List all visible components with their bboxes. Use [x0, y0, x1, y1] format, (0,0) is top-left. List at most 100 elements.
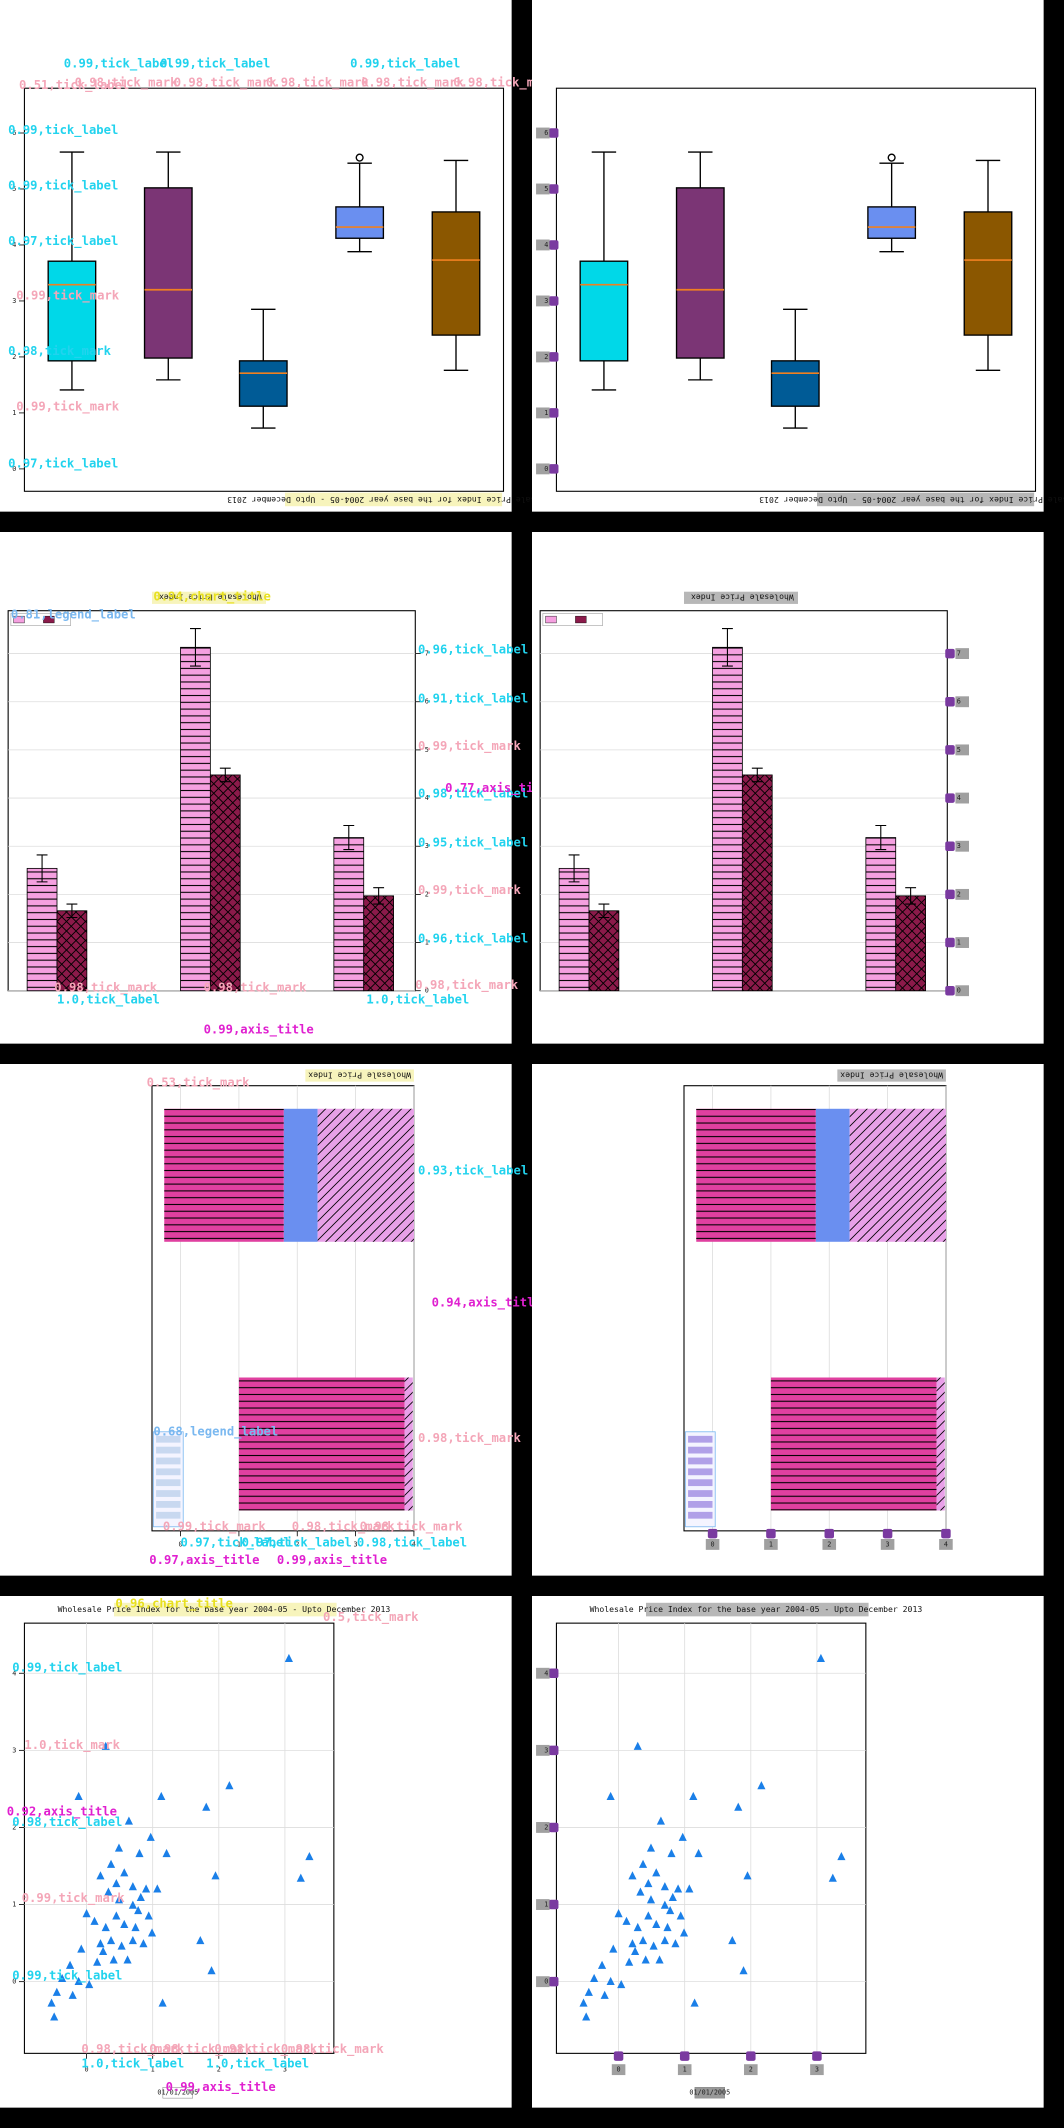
hatch: [712, 647, 743, 991]
tick-marker: [548, 408, 559, 418]
tick-label: 3: [283, 2066, 287, 2074]
point: [123, 1955, 132, 1964]
label-box: [880, 1539, 895, 1550]
point: [128, 1936, 137, 1945]
point: [638, 1936, 648, 1945]
tick-marker: [945, 985, 955, 996]
point: [582, 2012, 591, 2021]
tick-label: 0: [957, 987, 961, 995]
tick-marker: [945, 841, 955, 851]
tick-marker: [941, 1528, 951, 1539]
title-box: [646, 1602, 869, 1617]
legend-swatch: [575, 615, 587, 624]
tick-label: 3: [425, 842, 429, 850]
point: [96, 1939, 105, 1948]
point: [668, 1892, 677, 1902]
annotation-label: 0.91,tick_label: [418, 691, 528, 706]
legend-entry: [688, 1468, 713, 1476]
detected-panel: 0 1 2 3 4 5 6 Wholesale Price Index for the bas…: [532, 0, 1064, 512]
box: [431, 211, 481, 336]
point: [679, 1928, 689, 1937]
tick-label: 3: [886, 1540, 890, 1548]
error-bar: [568, 854, 580, 883]
annotation-label: 0.99,tick_label: [64, 56, 174, 71]
error-bar: [36, 854, 48, 883]
hatch: [936, 1377, 945, 1511]
label-box: [955, 840, 969, 852]
annotation-label: 0.99,tick_mark: [22, 1891, 126, 1906]
annotation-label: 0.99,tick_mark: [163, 1519, 267, 1534]
tick-label: 0: [85, 2066, 89, 2074]
hatch: [27, 868, 57, 991]
tick-label: 6: [544, 129, 548, 137]
box: [335, 206, 385, 239]
label-box: [955, 792, 969, 804]
tick-marker: [679, 2051, 690, 2061]
point: [144, 1911, 153, 1920]
tick-marker: [882, 1528, 893, 1539]
hatch: [742, 774, 773, 991]
tick-marker: [945, 696, 955, 707]
annotation-label: 0.98,tick_mark: [453, 75, 557, 90]
annotation-label: 0.51,tick_label: [19, 78, 129, 93]
point: [99, 1946, 108, 1955]
label-box: [611, 2064, 626, 2076]
legend-entry: [688, 1479, 713, 1487]
label-box: [810, 2064, 824, 2076]
bar-segment: [815, 1108, 850, 1242]
chart-title: Wholesale Price Index for the base year …: [58, 1604, 391, 1614]
label-box: [536, 407, 550, 419]
annotation-label: 0.99,tick_label: [350, 56, 460, 71]
error-bar: [905, 887, 917, 905]
tick-label: 6: [425, 698, 429, 706]
title-box: [817, 492, 1035, 507]
annotation-label: 0.99,axis_title: [277, 1553, 387, 1568]
point: [50, 2012, 59, 2021]
tick-marker: [548, 1899, 559, 1910]
tick-marker: [945, 937, 955, 948]
tick-label: 6: [12, 129, 16, 137]
hatch: [57, 910, 87, 991]
hatch: [589, 910, 619, 991]
point: [606, 1791, 615, 1801]
annotation-label: 0.99,tick_label: [8, 178, 118, 193]
point: [633, 1741, 642, 1750]
tick-marker: [824, 1528, 835, 1539]
legend-entry: [688, 1511, 713, 1519]
point: [68, 1990, 77, 1999]
x-axis-title: 01/01/2005: [689, 2089, 730, 2097]
hatch: [404, 1377, 413, 1511]
legend-entry: [156, 1479, 181, 1487]
label-box: [536, 351, 550, 363]
hatch: [865, 837, 896, 991]
point: [649, 1941, 658, 1950]
tick-label: 2: [425, 890, 429, 898]
tick-marker: [613, 2051, 624, 2061]
tick-label: 3: [354, 1540, 358, 1548]
error-bar: [598, 903, 610, 919]
tick-label: 2: [749, 2066, 753, 2074]
detected-panel: 0 1 2 3 4 Wholesale Price Index: [532, 1064, 1044, 1576]
error-bar: [875, 824, 887, 851]
legend: [10, 613, 71, 626]
annotation-label: 0.98,tick_mark: [174, 75, 278, 90]
annotation-label: 0.96,tick_label: [418, 643, 528, 658]
chart-title: Wholesale Price Index: [691, 593, 794, 603]
label-box: [677, 2064, 692, 2076]
label-box: [955, 985, 969, 997]
point: [734, 1802, 743, 1811]
point: [134, 1905, 143, 1915]
point: [128, 1900, 137, 1909]
point: [690, 1998, 699, 2007]
title-box: [285, 492, 503, 507]
annotation-label: 0.96,tick_label: [418, 932, 528, 947]
point: [614, 1909, 623, 1918]
tick-label: 0: [179, 1540, 183, 1548]
legend-entry: [156, 1446, 181, 1454]
chart-title: Wholesale Price Index: [159, 593, 262, 603]
point: [65, 1960, 75, 1969]
tick-label: 1: [683, 2066, 687, 2074]
point: [58, 1973, 67, 1982]
point: [147, 1928, 157, 1937]
point: [660, 1900, 669, 1909]
